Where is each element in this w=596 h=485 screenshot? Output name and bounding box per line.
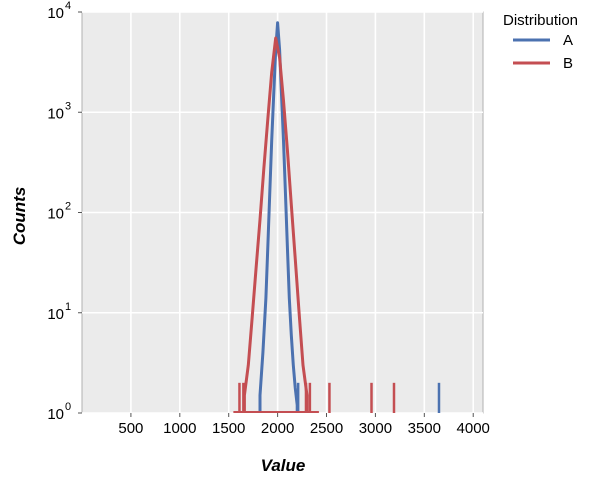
y-tick-exponent: 4 — [65, 0, 71, 12]
x-tick-label: 3500 — [408, 420, 441, 437]
y-tick-exponent: 2 — [65, 201, 71, 213]
legend-item-A: A — [513, 32, 573, 49]
y-tick-exponent: 0 — [65, 401, 71, 413]
series-line — [258, 21, 299, 413]
legend-item-B: B — [513, 55, 573, 72]
x-tick-label: 1000 — [163, 420, 196, 437]
y-tick-label: 10 — [47, 406, 64, 423]
x-axis-ticks: 500 1000 1500 2000 2500 3000 3500 4000 — [118, 413, 490, 437]
x-tick-label: 1500 — [212, 420, 245, 437]
x-tick-label: 4000 — [457, 420, 490, 437]
series-line — [242, 36, 309, 413]
x-tick-label: 3000 — [359, 420, 392, 437]
legend-title: Distribution — [503, 12, 578, 29]
legend-label: A — [563, 32, 573, 49]
y-axis-title: Counts — [10, 187, 29, 246]
series-layer — [233, 21, 441, 413]
legend-label: B — [563, 55, 573, 72]
x-tick-label: 2500 — [310, 420, 343, 437]
x-axis-title: Value — [261, 456, 306, 475]
y-tick-label: 10 — [47, 105, 64, 122]
legend-items: AB — [513, 32, 573, 72]
series-B — [233, 36, 396, 413]
x-tick-label: 500 — [118, 420, 143, 437]
y-tick-label: 10 — [47, 306, 64, 323]
legend: Distribution AB — [503, 12, 578, 72]
y-tick-label: 10 — [47, 206, 64, 223]
x-tick-label: 2000 — [261, 420, 294, 437]
y-tick-label: 10 — [47, 5, 64, 22]
y-tick-exponent: 1 — [65, 301, 71, 313]
y-tick-exponent: 3 — [65, 100, 71, 112]
